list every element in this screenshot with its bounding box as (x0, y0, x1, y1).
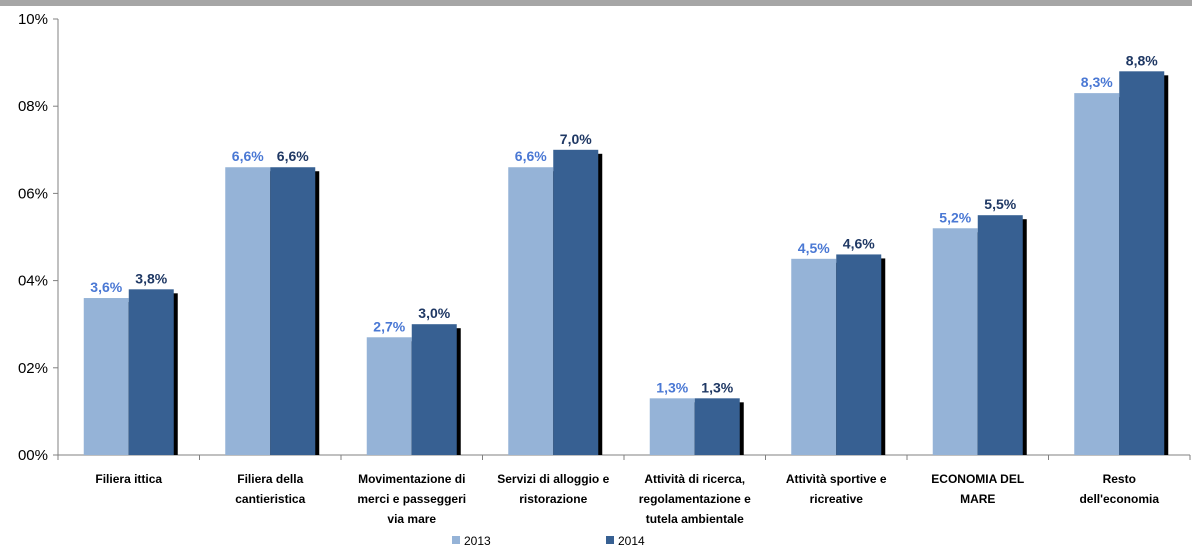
y-tick-label: 02% (18, 360, 48, 377)
bar-2013 (932, 228, 978, 455)
category-label: Filiera ittica (95, 472, 162, 486)
category-label-line: Attività di ricerca, (644, 472, 745, 486)
category-label-line: regolamentazione e (639, 492, 751, 506)
bar-2014 (411, 324, 457, 455)
category-label-line: Filiera ittica (95, 472, 162, 486)
data-label-2014: 4,6% (843, 235, 875, 251)
data-label-2013: 2,7% (373, 318, 405, 334)
bar-2013 (83, 298, 129, 455)
category-label-line: MARE (960, 492, 995, 506)
bar-2014 (836, 254, 882, 455)
legend-swatch-2013 (452, 536, 460, 544)
category-label: Resto dell'economia (1079, 472, 1159, 506)
data-label-2013: 6,6% (515, 148, 547, 164)
category-labels: Filiera ittica Filiera della cantieristica… (95, 472, 1159, 526)
bar-2014 (694, 398, 740, 455)
category-label-line: cantieristica (235, 492, 305, 506)
data-label-2013: 5,2% (939, 209, 971, 225)
data-labels: 3,6% 3,8% 6,6% 6,6% 2,7% 3,0% 6,6% 7,0% 1,3% 1,3%… (90, 52, 1158, 395)
bar-2014 (128, 289, 174, 455)
y-tick-label: 04% (18, 273, 48, 290)
data-label-2014: 3,8% (135, 270, 167, 286)
data-label-2014: 7,0% (560, 131, 592, 147)
category-label-line: ricreative (810, 492, 864, 506)
legend-swatch-2014 (606, 536, 614, 544)
bar-2013 (225, 167, 271, 456)
data-label-2014: 6,6% (277, 148, 309, 164)
bar-2014 (553, 149, 599, 456)
category-label: Attività sportive e ricreative (786, 472, 887, 506)
category-label-line: Servizi di alloggio e (497, 472, 609, 486)
bar-2014 (1119, 71, 1165, 455)
data-label-2014: 8,8% (1126, 52, 1158, 68)
category-label-line: ristorazione (519, 492, 587, 506)
legend-label-2014: 2014 (618, 534, 645, 548)
data-label-2013: 1,3% (656, 379, 688, 395)
y-tick-label: 00% (18, 447, 48, 464)
category-label-line: merci e passeggeri (357, 492, 466, 506)
category-label-line: ECONOMIA DEL (931, 472, 1024, 486)
y-tick-label: 10% (18, 11, 48, 28)
bar-2013 (366, 337, 412, 455)
bar-2014 (977, 215, 1023, 455)
category-label-line: tutela ambientale (646, 512, 744, 526)
category-label-line: Filiera della (237, 472, 303, 486)
data-label-2014: 3,0% (418, 305, 450, 321)
legend-label-2013: 2013 (464, 534, 491, 548)
category-label: Attività di ricerca, regolamentazione e tu… (639, 472, 751, 526)
bar-2013 (508, 167, 554, 456)
y-tick-label: 06% (18, 185, 48, 202)
bar-2014 (270, 167, 316, 456)
data-label-2013: 3,6% (90, 279, 122, 295)
y-tick-label: 08% (18, 98, 48, 115)
legend: 2013 2014 (452, 534, 645, 548)
category-label: Movimentazione di merci e passeggeri via m… (357, 472, 466, 526)
category-label: ECONOMIA DEL MARE (931, 472, 1024, 506)
category-label-line: via mare (387, 512, 436, 526)
data-label-2013: 8,3% (1081, 74, 1113, 90)
category-label: Servizi di alloggio e ristorazione (497, 472, 609, 506)
data-label-2014: 1,3% (701, 379, 733, 395)
category-label-line: Resto (1103, 472, 1136, 486)
data-label-2014: 5,5% (984, 196, 1016, 212)
category-label-line: Attività sportive e (786, 472, 887, 486)
bar-2013 (1074, 93, 1120, 456)
category-label-line: dell'economia (1079, 492, 1159, 506)
bar-2013 (649, 398, 695, 455)
data-label-2013: 6,6% (232, 148, 264, 164)
data-label-2013: 4,5% (798, 240, 830, 256)
top-border (0, 0, 1192, 6)
bars (83, 71, 1169, 456)
category-label: Filiera della cantieristica (235, 472, 305, 506)
category-label-line: Movimentazione di (358, 472, 465, 486)
bar-2013 (791, 258, 837, 455)
